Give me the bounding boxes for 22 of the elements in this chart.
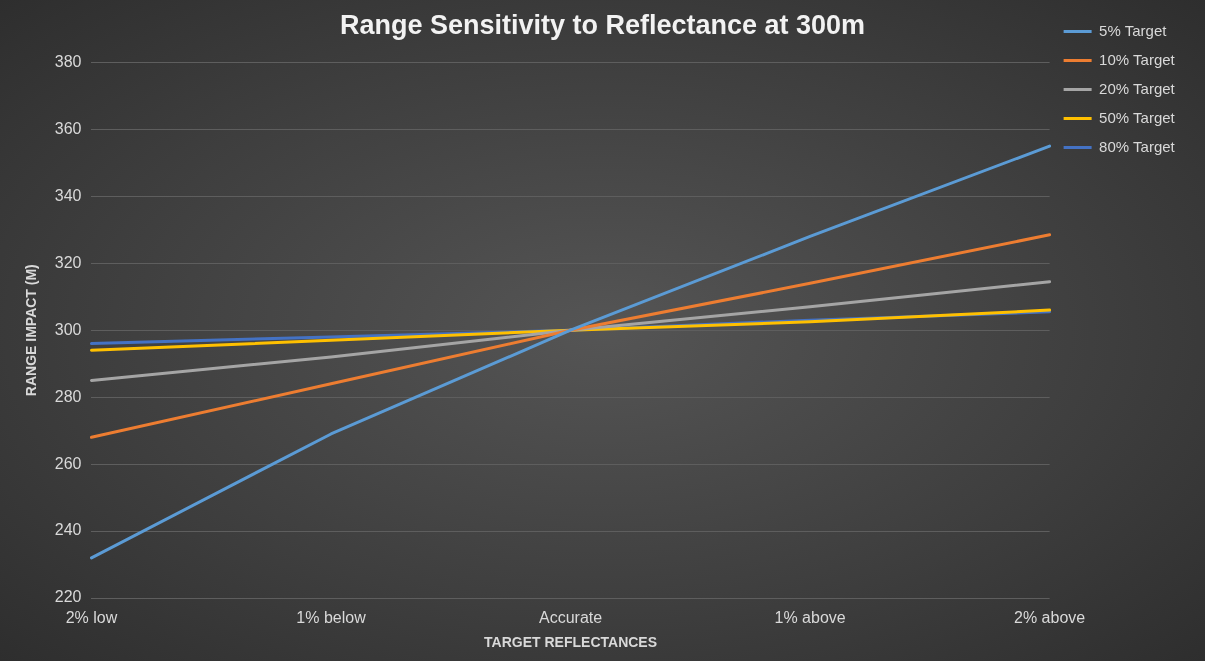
legend-label: 80% Target — [1099, 137, 1176, 155]
chart-title: Range Sensitivity to Reflectance at 300m — [339, 9, 866, 40]
y-tick-label: 260 — [54, 454, 82, 472]
x-axis-title: TARGET REFLECTANCES — [484, 634, 658, 651]
x-tick-label: 1% below — [296, 609, 367, 627]
legend-label: 10% Target — [1099, 50, 1176, 68]
y-tick-label: 280 — [54, 387, 82, 405]
legend-label: 20% Target — [1099, 79, 1176, 97]
y-tick-label: 380 — [54, 52, 82, 70]
y-tick-label: 300 — [54, 320, 82, 338]
y-tick-label: 360 — [54, 119, 82, 137]
y-axis-title: RANGE IMPACT (M) — [23, 264, 40, 397]
x-tick-label: 2% above — [1014, 609, 1086, 627]
x-tick-label: 1% above — [774, 609, 846, 627]
x-tick-label: 2% low — [65, 609, 118, 627]
legend-label: 5% Target — [1099, 21, 1168, 39]
y-tick-label: 220 — [54, 588, 82, 606]
y-tick-label: 320 — [54, 253, 82, 271]
legend-label: 50% Target — [1099, 108, 1176, 126]
y-tick-label: 240 — [54, 521, 82, 539]
y-tick-label: 340 — [54, 186, 82, 204]
x-tick-label: Accurate — [538, 609, 603, 627]
